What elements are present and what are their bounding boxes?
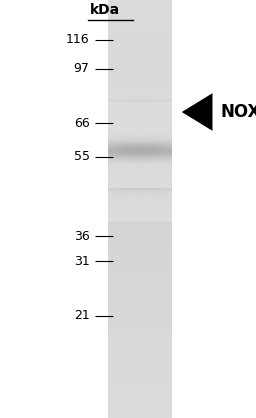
Text: 116: 116: [66, 33, 90, 46]
Text: NOX4: NOX4: [220, 103, 256, 121]
Text: 36: 36: [74, 229, 90, 243]
Text: 55: 55: [74, 150, 90, 163]
Text: 66: 66: [74, 117, 90, 130]
Text: 21: 21: [74, 309, 90, 322]
Text: kDa: kDa: [90, 3, 120, 18]
Text: 97: 97: [74, 62, 90, 76]
Polygon shape: [182, 93, 212, 131]
Text: 31: 31: [74, 255, 90, 268]
